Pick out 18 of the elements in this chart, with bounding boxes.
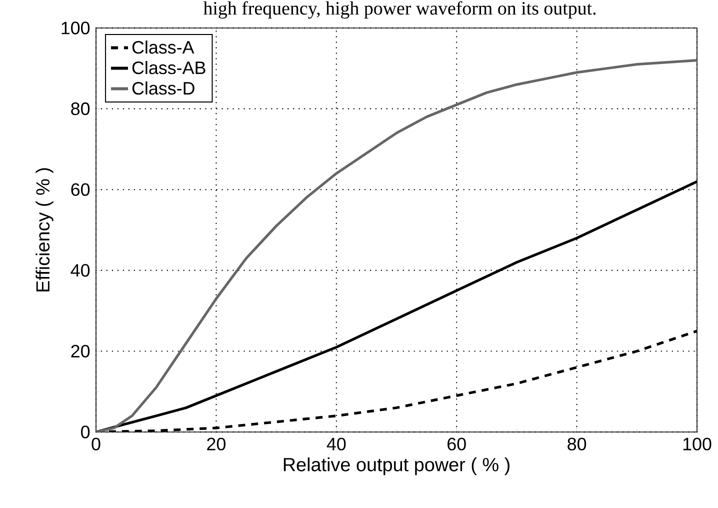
x-tick-label: 20 [207,438,226,450]
y-tick-label: 20 [71,344,90,358]
y-axis-title: Efficiency ( % ) [36,168,54,292]
legend-label: Class-AB [132,61,206,74]
y-tick-label: 80 [71,102,90,116]
x-tick-label: 100 [683,438,712,450]
y-tick-label: 0 [81,426,90,438]
text: high frequency, high power waveform on its output. [203,1,596,19]
y-tick-label: 40 [70,264,90,277]
x-tick-label: 80 [568,438,586,450]
x-tick-label: 60 [448,438,466,450]
x-tick-label: 40 [326,438,346,450]
y-tick-label: 100 [62,22,90,34]
x-tick-label: 0 [92,438,100,450]
legend-label: Class-D [132,81,194,95]
legend-label: Class-A [132,40,194,54]
y-tick-label: 60 [71,183,90,196]
x-axis-title: Relative output power ( % ) [284,457,510,476]
